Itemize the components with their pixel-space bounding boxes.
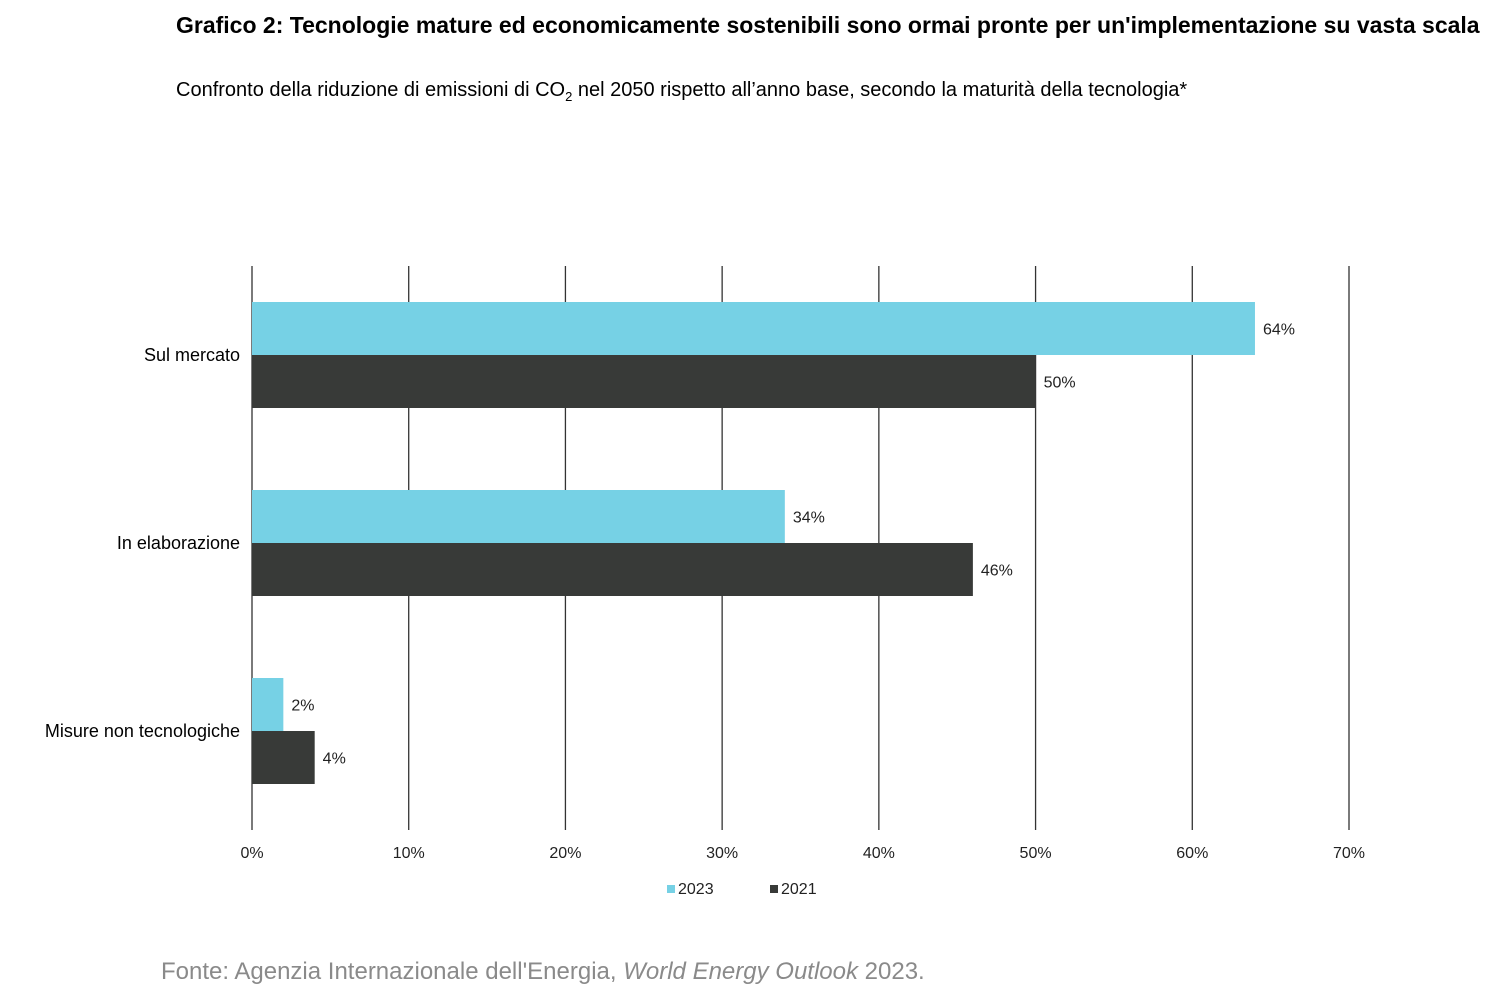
- bar-2023: [252, 302, 1255, 355]
- bar-chart: 0% 10% 20% 30% 40% 50% 60% 70% Sul mercato 64% 50%…: [45, 266, 1365, 898]
- category-label: Misure non tecnologiche: [45, 721, 240, 741]
- data-label: 34%: [793, 510, 825, 527]
- bar-2021: [252, 731, 315, 784]
- bar-2023: [252, 490, 785, 543]
- source-note: Fonte: Agenzia Internazionale dell'Energ…: [161, 958, 925, 986]
- x-tick-label: 70%: [1333, 845, 1365, 862]
- legend-label: 2021: [781, 881, 817, 898]
- source-prefix: Fonte: Agenzia Internazionale dell'Energ…: [161, 958, 624, 985]
- x-tick-label: 20%: [549, 845, 581, 862]
- x-tick-label: 50%: [1020, 845, 1052, 862]
- subtitle-text-end: nel 2050 rispetto all’anno base, secondo…: [572, 79, 1188, 101]
- x-tick-label: 60%: [1176, 845, 1208, 862]
- chart-subtitle: Confronto della riduzione di emissioni d…: [176, 79, 1187, 104]
- category-label: Sul mercato: [144, 345, 240, 365]
- source-title: World Energy Outlook: [623, 958, 858, 985]
- bar-2023: [252, 678, 284, 731]
- x-tick-label: 40%: [863, 845, 895, 862]
- data-label: 50%: [1044, 375, 1076, 392]
- source-suffix: 2023.: [858, 958, 925, 985]
- bar-2021: [252, 543, 973, 596]
- legend-swatch-2023: [667, 885, 675, 893]
- x-tick-label: 0%: [240, 845, 263, 862]
- x-tick-label: 10%: [393, 845, 425, 862]
- data-label: 4%: [323, 751, 346, 768]
- subtitle-subscript: 2: [565, 89, 573, 104]
- legend-label: 2023: [678, 881, 714, 898]
- category-label: In elaborazione: [117, 533, 240, 553]
- subtitle-text: Confronto della riduzione di emissioni d…: [176, 79, 566, 101]
- data-label: 2%: [291, 698, 314, 715]
- data-label: 46%: [981, 563, 1013, 580]
- chart-title: Grafico 2: Tecnologie mature ed economic…: [176, 12, 1480, 38]
- legend-swatch-2021: [770, 885, 778, 893]
- x-tick-label: 30%: [706, 845, 738, 862]
- bar-2021: [252, 355, 1036, 408]
- data-label: 64%: [1263, 322, 1295, 339]
